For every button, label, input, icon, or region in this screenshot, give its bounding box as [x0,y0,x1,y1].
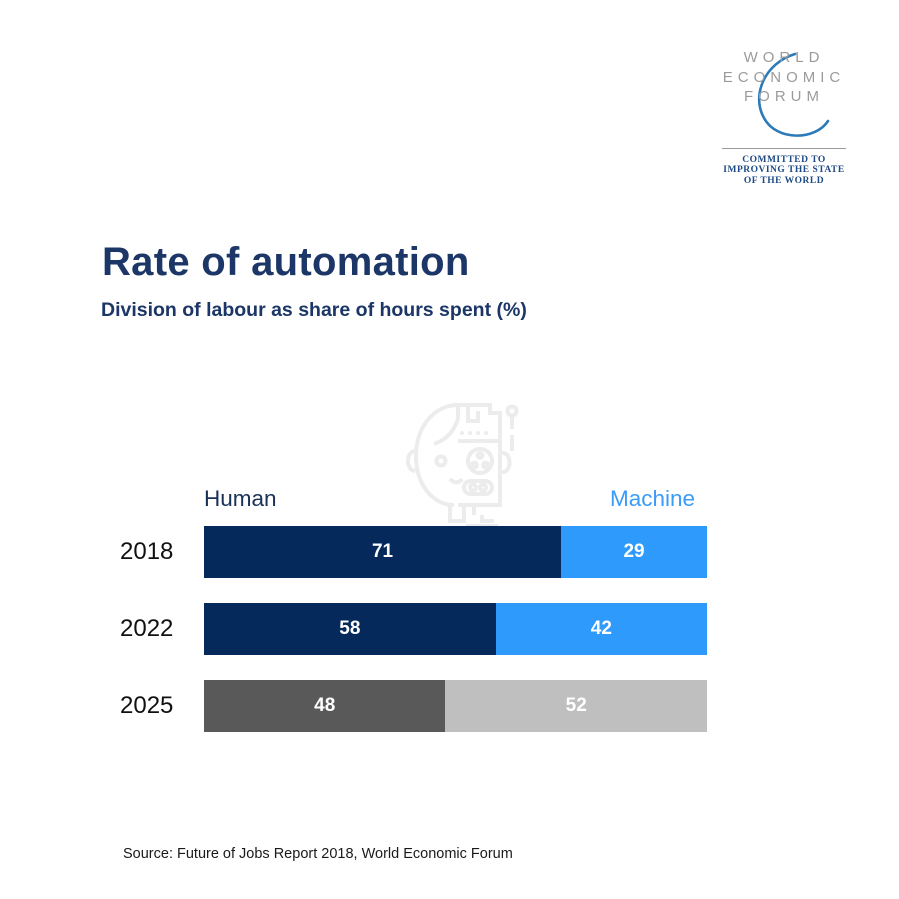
source-note: Source: Future of Jobs Report 2018, Worl… [123,846,513,862]
bar-track-2018: 71 29 [204,526,707,578]
legend-machine: Machine [609,486,695,511]
wef-logo-line-3: FORUM [744,88,824,105]
bar-track-2022: 58 42 [204,603,707,655]
bar-segment-human-2022: 58 [204,603,496,655]
page-title: Rate of automation [102,240,470,284]
bar-row-2022: 2022 58 42 [0,603,899,655]
bar-segment-machine-2025: 52 [445,680,707,732]
logo-divider-line [722,147,846,149]
wef-tagline: COMMITTED TO IMPROVING THE STATE OF THE … [719,155,849,187]
bar-row-2025: 2025 48 52 [0,680,899,732]
bar-segment-human-2025: 48 [204,680,446,732]
wef-tagline-line-3: OF THE WORLD [743,175,825,186]
year-label-2018: 2018 [120,538,174,565]
wef-logo-line-2: ECONOMIC [722,68,846,86]
wef-logo: WORLD ECONOMIC FORUM COMMITTED TO IMPROV… [719,48,849,186]
page-subtitle: Division of labour as share of hours spe… [101,299,527,321]
bar-row-2018: 2018 71 29 [0,526,899,578]
bar-chart: 2018 71 29 2022 58 42 2025 48 52 [0,526,899,757]
bar-value-human-2018: 71 [371,541,394,562]
year-label-2022: 2022 [120,615,174,642]
chart-legend: Human Machine [204,486,707,512]
bar-value-human-2025: 48 [314,695,336,716]
bar-segment-machine-2018: 29 [561,526,707,578]
bar-value-machine-2022: 42 [590,618,612,639]
bar-value-machine-2018: 29 [623,541,645,562]
wef-logo-line-1: WORLD [743,49,825,66]
legend-human: Human [204,486,277,511]
year-label-2025: 2025 [120,692,174,719]
wef-tagline-line-1: COMMITTED TO [742,154,826,165]
bar-segment-machine-2022: 42 [495,603,707,655]
bar-value-human-2022: 58 [339,618,361,639]
bar-value-machine-2025: 52 [565,695,587,716]
wef-tagline-line-2: IMPROVING THE STATE [723,165,845,175]
bar-segment-human-2018: 71 [204,526,562,578]
bar-track-2025: 48 52 [204,680,707,732]
